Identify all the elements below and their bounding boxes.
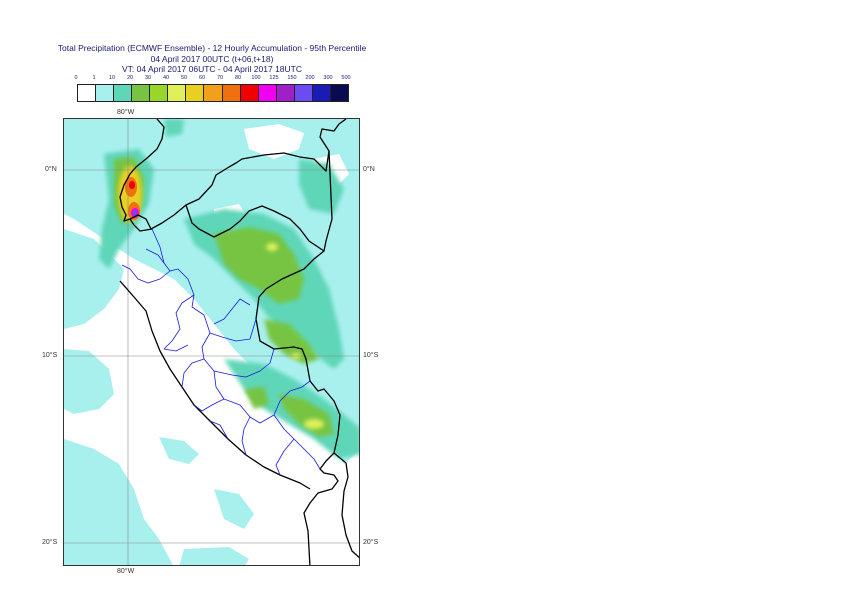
legend-swatch: [186, 85, 205, 101]
legend-labels: 0 1 10 20 30 40 50 60 70 80 100 125 150 …: [74, 75, 351, 85]
legend-label: 125: [269, 75, 279, 81]
lat-label-left: 10°S: [42, 352, 58, 359]
legend-label: 70: [216, 75, 224, 81]
precipitation-map: [63, 118, 360, 566]
region-borders: [121, 228, 321, 476]
legend-label: 150: [287, 75, 297, 81]
legend-swatch: [276, 85, 295, 101]
legend-swatch: [258, 85, 277, 101]
legend-label: 300: [323, 75, 333, 81]
color-legend: [77, 84, 349, 102]
lat-label-left: 0°N: [45, 166, 57, 173]
base-time: 04 April 2017 00UTC (t+06,t+18): [150, 54, 274, 64]
legend-label: 30: [144, 75, 152, 81]
valid-time: VT: 04 April 2017 06UTC - 04 April 2017 …: [121, 64, 302, 74]
legend-swatch: [312, 85, 331, 101]
lon-label-bottom: 80°W: [117, 568, 135, 575]
legend-label: 10: [108, 75, 116, 81]
legend-swatch: [114, 85, 133, 101]
legend-swatch: [168, 85, 187, 101]
lat-label-right: 10°S: [363, 352, 379, 359]
legend-swatch: [204, 85, 223, 101]
legend-swatch: [132, 85, 151, 101]
legend-label: 40: [162, 75, 170, 81]
legend-label: 100: [251, 75, 261, 81]
legend-label: 200: [305, 75, 315, 81]
graticule: [64, 119, 359, 565]
legend-swatch: [150, 85, 169, 101]
legend-label: 50: [180, 75, 188, 81]
map-title: Total Precipitation (ECMWF Ensemble) - 1…: [57, 43, 367, 53]
country-borders: [119, 119, 359, 565]
legend-label: 500: [341, 75, 351, 81]
legend-swatch: [294, 85, 313, 101]
legend-label: 1: [92, 75, 96, 81]
lat-label-left: 20°S: [42, 539, 58, 546]
legend-swatch: [330, 85, 348, 101]
legend-swatch: [96, 85, 115, 101]
legend-label: 80: [234, 75, 242, 81]
legend-label: 20: [126, 75, 134, 81]
legend-swatch: [240, 85, 259, 101]
map-canvas: [64, 119, 359, 565]
legend-swatch: [222, 85, 241, 101]
lat-label-right: 20°S: [363, 539, 379, 546]
legend-swatch: [78, 85, 97, 101]
lat-label-right: 0°N: [363, 166, 375, 173]
lon-label-top: 80°W: [117, 109, 135, 116]
legend-label: 0: [74, 75, 78, 81]
legend-label: 60: [198, 75, 206, 81]
